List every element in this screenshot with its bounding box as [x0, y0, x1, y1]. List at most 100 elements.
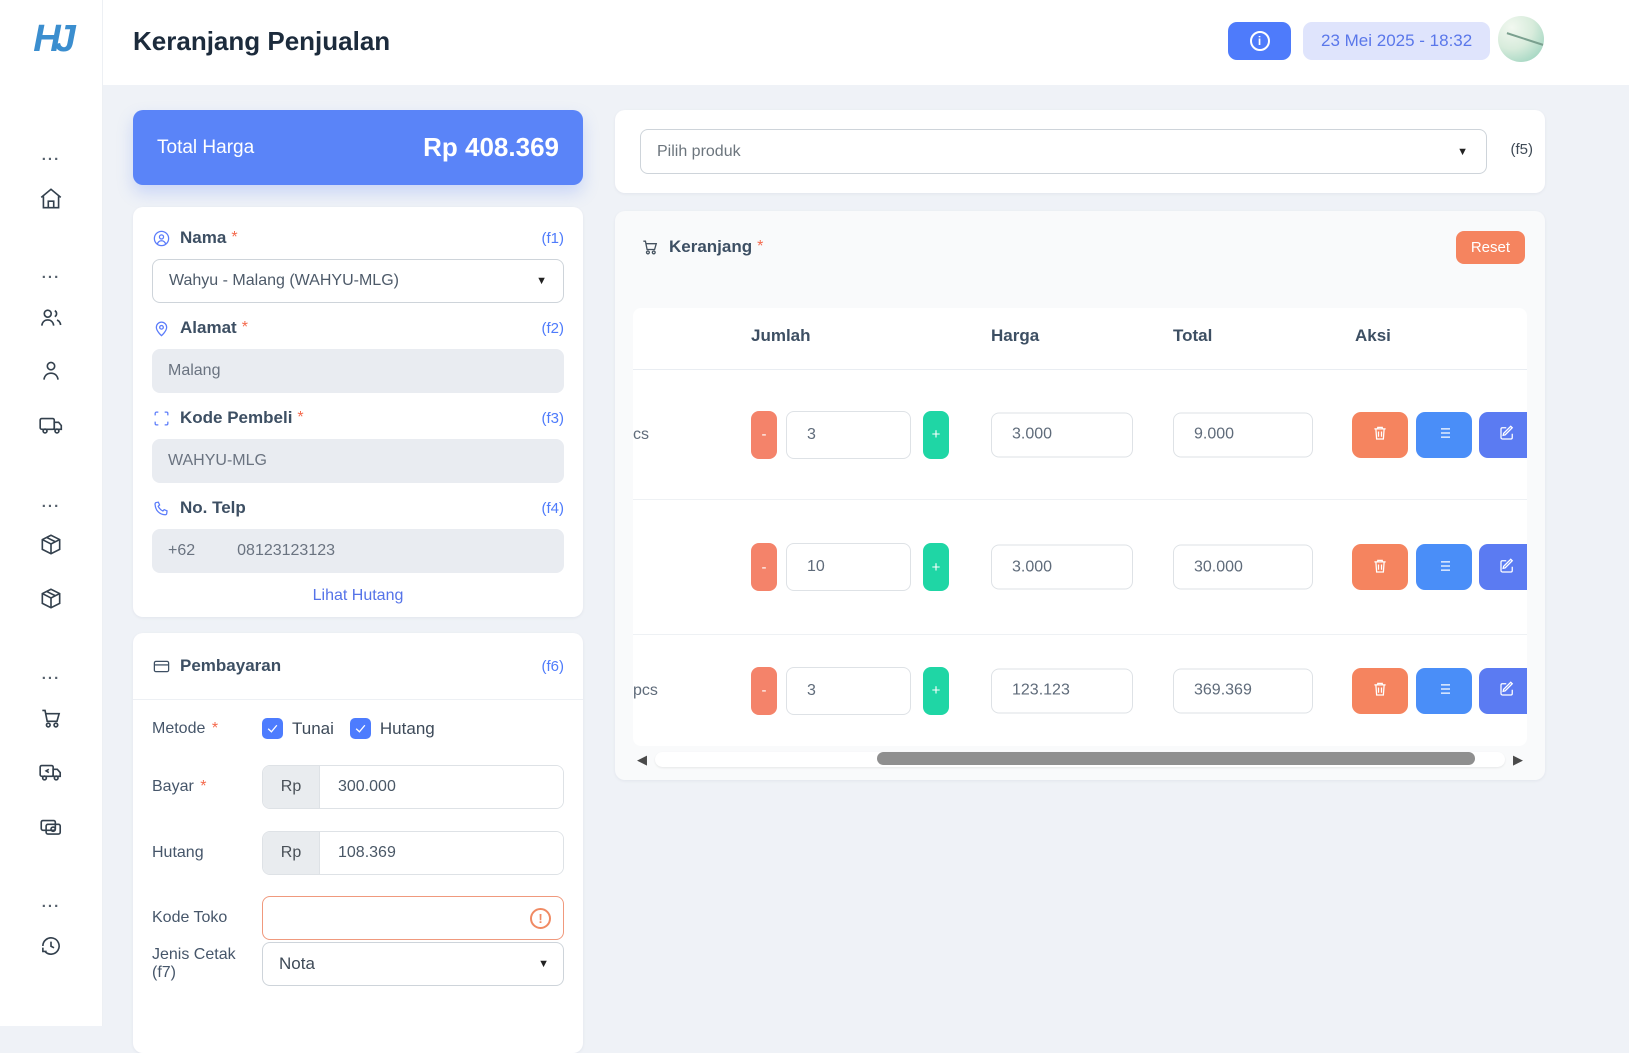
- person-circle-icon: [152, 229, 171, 248]
- qty-plus-button[interactable]: +: [923, 410, 949, 459]
- sidebar-item-products[interactable]: [36, 532, 66, 562]
- qty-input[interactable]: [786, 410, 911, 459]
- scroll-left-icon[interactable]: ◀: [637, 752, 647, 767]
- edit-icon: [1498, 557, 1516, 578]
- qty-plus-button[interactable]: +: [923, 543, 949, 591]
- horizontal-scrollbar: ◀ ▶: [637, 751, 1523, 769]
- qty-plus-button[interactable]: +: [923, 666, 949, 715]
- telp-input: +62 08123123123: [152, 529, 564, 573]
- delete-row-button[interactable]: [1352, 544, 1408, 590]
- bayar-row: Bayar * Rp: [152, 765, 564, 809]
- lihat-hutang-link[interactable]: Lihat Hutang: [312, 587, 404, 604]
- telp-label: No. Telp: [180, 498, 246, 517]
- map-pin-icon: [152, 319, 171, 338]
- required-marker: *: [297, 409, 304, 426]
- qty-minus-button[interactable]: -: [751, 410, 777, 459]
- product-select-card: Pilih produk ▼ (f5): [615, 110, 1545, 193]
- scroll-right-icon[interactable]: ▶: [1513, 752, 1523, 767]
- qty-minus-button[interactable]: -: [751, 666, 777, 715]
- hutang-checkbox[interactable]: Hutang: [349, 718, 435, 739]
- telp-prefix: +62: [168, 542, 196, 559]
- chevron-down-icon: ▼: [536, 275, 547, 287]
- sidebar-item-history[interactable]: [36, 933, 66, 963]
- sidebar-item-returns[interactable]: [36, 759, 66, 789]
- truck-icon: [38, 412, 64, 443]
- sidebar-item-cash[interactable]: [36, 814, 66, 844]
- users-icon: [38, 305, 64, 336]
- truck-return-icon: [38, 759, 64, 790]
- kode-toko-input[interactable]: !: [262, 896, 564, 940]
- sidebar-item-home[interactable]: [36, 186, 66, 216]
- hutang-input[interactable]: [320, 832, 563, 874]
- harga-input[interactable]: [991, 544, 1133, 590]
- detail-row-button[interactable]: [1416, 667, 1472, 714]
- kode-pembeli-input: WAHYU-MLG: [152, 439, 564, 483]
- delete-row-button[interactable]: [1352, 411, 1408, 458]
- sidebar-item-supplier[interactable]: [36, 412, 66, 442]
- kode-toko-row: Kode Toko !: [152, 896, 564, 940]
- tunai-label: Tunai: [292, 718, 334, 738]
- sidebar-item-customers[interactable]: [36, 305, 66, 335]
- hutang-currency: Rp: [263, 832, 320, 874]
- cart-row: - +: [633, 500, 1527, 635]
- harga-input[interactable]: [991, 412, 1133, 457]
- edit-row-button[interactable]: [1479, 544, 1527, 590]
- jenis-cetak-select[interactable]: Nota ▼: [262, 942, 564, 986]
- edit-icon: [1498, 424, 1516, 445]
- cart-table: Jumlah Harga Total Aksi cs - + - +: [633, 308, 1527, 746]
- required-marker: *: [231, 229, 238, 246]
- checkbox-checked-icon: [349, 718, 371, 739]
- qty-input[interactable]: [786, 543, 911, 591]
- total-input[interactable]: [1173, 668, 1313, 713]
- nama-field-header: Nama * (f1): [152, 227, 564, 249]
- delete-row-button[interactable]: [1352, 667, 1408, 714]
- list-icon: [1435, 557, 1453, 578]
- detail-row-button[interactable]: [1416, 411, 1472, 458]
- home-icon: [38, 186, 64, 217]
- total-input[interactable]: [1173, 412, 1313, 457]
- bayar-label: Bayar *: [152, 778, 207, 795]
- qty-minus-button[interactable]: -: [751, 543, 777, 591]
- hutang-row: Hutang Rp: [152, 831, 564, 875]
- sidebar-item-user[interactable]: [36, 358, 66, 388]
- info-button[interactable]: i: [1228, 22, 1291, 60]
- edit-icon: [1498, 680, 1516, 701]
- alamat-input: Malang: [152, 349, 564, 393]
- cart-card: Keranjang * Reset Jumlah Harga Total Aks…: [615, 211, 1545, 780]
- edit-row-button[interactable]: [1479, 667, 1527, 714]
- nav-divider-dots: ...: [41, 493, 61, 511]
- qty-input[interactable]: [786, 666, 911, 715]
- payment-title: Pembayaran: [180, 656, 282, 675]
- telp-number: 08123123123: [237, 542, 336, 559]
- unit-fragment: pcs: [633, 681, 658, 699]
- nama-select[interactable]: Wahyu - Malang (WAHYU-MLG) ▼: [152, 259, 564, 303]
- cart-icon: [640, 237, 660, 257]
- harga-input[interactable]: [991, 668, 1133, 713]
- scrollbar-thumb[interactable]: [877, 752, 1475, 765]
- page-title: Keranjang Penjualan: [133, 26, 391, 56]
- jenis-cetak-label: Jenis Cetak (f7): [152, 946, 236, 981]
- avatar[interactable]: [1498, 16, 1544, 62]
- sidebar-item-sales-cart[interactable]: [36, 705, 66, 735]
- cart-icon: [38, 705, 64, 736]
- payment-card: Pembayaran (f6) Metode * Tunai Hutang Ba…: [133, 633, 583, 1053]
- cash-icon: [38, 814, 64, 845]
- total-price-value: Rp 408.369: [423, 132, 559, 162]
- product-select[interactable]: Pilih produk ▼: [640, 129, 1487, 174]
- datetime-badge[interactable]: 23 Mei 2025 - 18:32: [1303, 22, 1491, 60]
- trash-icon: [1371, 680, 1389, 701]
- tunai-checkbox[interactable]: Tunai: [262, 718, 334, 739]
- sidebar-item-stock[interactable]: [36, 586, 66, 616]
- edit-row-button[interactable]: [1479, 411, 1527, 458]
- col-aksi: Aksi: [1355, 326, 1391, 345]
- detail-row-button[interactable]: [1416, 544, 1472, 590]
- nama-hotkey: (f1): [541, 229, 565, 247]
- total-input[interactable]: [1173, 544, 1313, 590]
- kode-pembeli-label: Kode Pembeli: [180, 408, 293, 427]
- reset-button[interactable]: Reset: [1455, 231, 1525, 264]
- trash-icon: [1371, 424, 1389, 445]
- cart-row: cs - +: [633, 370, 1527, 500]
- app-logo[interactable]: HJ: [33, 18, 76, 60]
- bayar-input[interactable]: [320, 766, 563, 808]
- info-icon: i: [1249, 31, 1270, 51]
